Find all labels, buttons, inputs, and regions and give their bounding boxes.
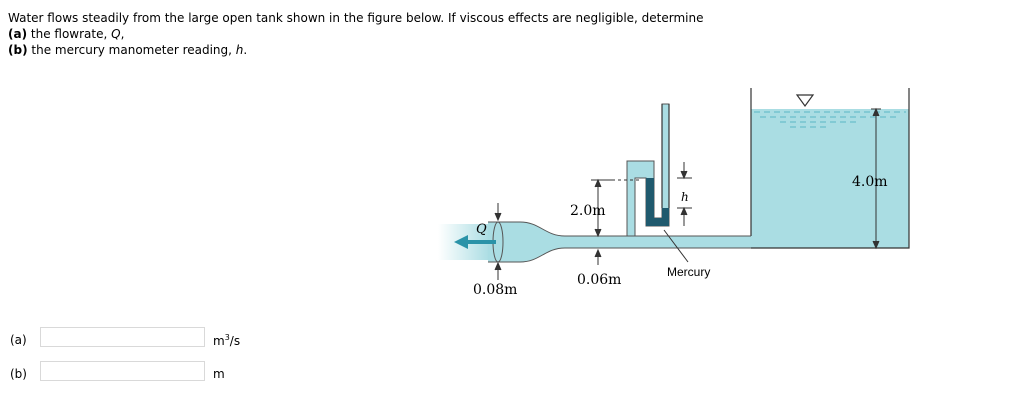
answer-unit-b: m [213,367,225,381]
dimension-lines [494,107,881,280]
problem-part-a: (a) the flowrate, Q, [8,26,704,42]
answer-input-b[interactable] [40,361,205,381]
free-surface-icon [795,94,815,108]
unit-a-base: m [213,334,225,348]
part-a-variable: Q [111,27,121,41]
manometer [626,103,670,237]
unit-b-base: m [213,367,225,381]
tank-water [751,109,909,248]
part-a-punct: , [120,27,125,41]
flow-label: Q [476,222,487,237]
dim-height-label: 4.0m [852,174,888,190]
answer-input-a[interactable] [40,327,205,347]
mercury-left [646,178,654,226]
answer-unit-a: m3/s [213,333,240,348]
part-b-tag: (b) [8,43,28,57]
answer-label-b: (b) [10,367,27,381]
water-surface-ripples [754,111,906,128]
problem-intro: Water flows steadily from the large open… [8,11,704,25]
part-b-punct: . [243,43,248,57]
problem-statement: Water flows steadily from the large open… [8,10,704,58]
dim-elevation-label: 2.0m [570,203,606,219]
flow-arrow [454,235,496,249]
problem-part-b: (b) the mercury manometer reading, h. [8,42,704,58]
part-a-tag: (a) [8,27,28,41]
pipe-diameter-label: 0.06m [577,272,621,288]
pipe-water [488,222,751,262]
unit-a-rest: /s [229,334,241,348]
tank [750,88,910,249]
tank-walls [750,88,910,249]
mercury-bottom [654,218,669,226]
pipe-bottom-wall [488,247,751,263]
mercury-label: Mercury [667,265,710,279]
answer-label-a: (a) [10,333,27,347]
pipe-top-wall [488,221,751,237]
outlet-diameter-label: 0.08m [473,282,517,298]
dim-manometer-label: h [681,190,689,204]
mercury-right [662,208,669,222]
part-a-text: the flowrate, [27,27,112,41]
unit-a-sup: 3 [224,333,230,342]
part-b-text: the mercury manometer reading, [27,43,236,57]
part-b-variable: h [235,43,244,57]
